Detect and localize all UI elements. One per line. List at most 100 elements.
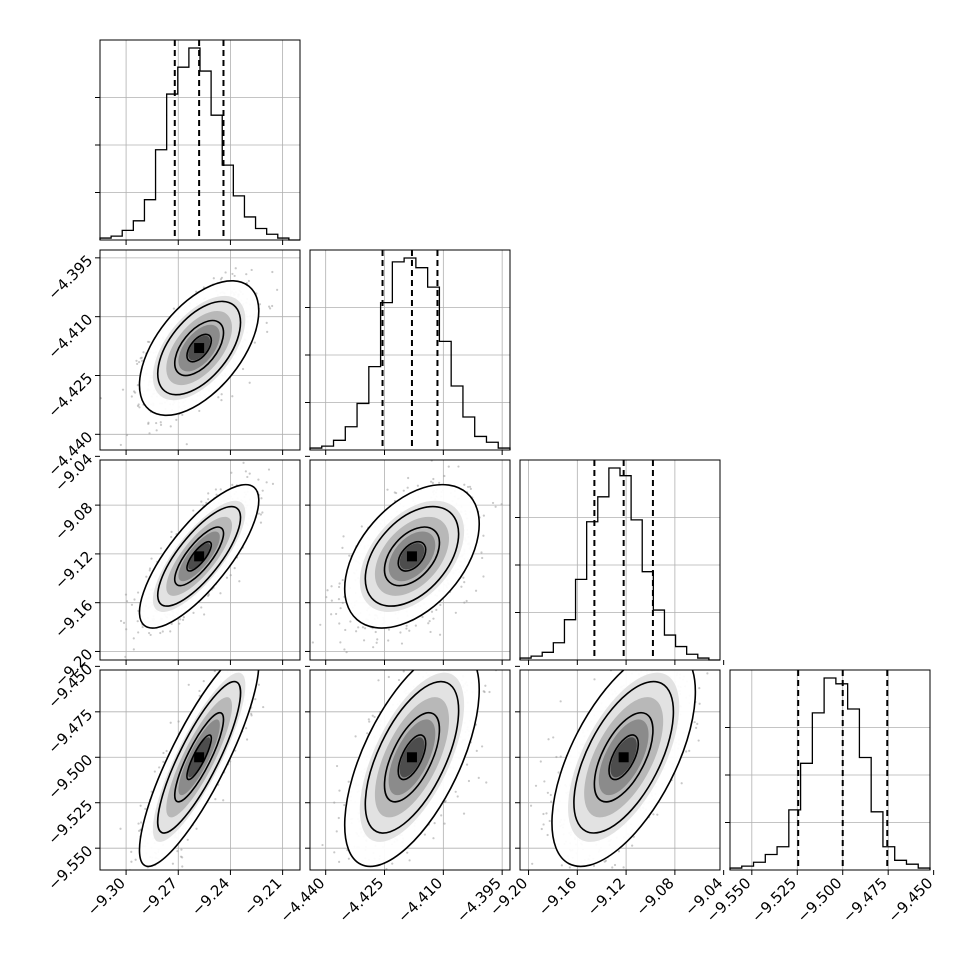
scatter-point xyxy=(215,493,218,496)
scatter-point xyxy=(192,611,195,614)
scatter-point xyxy=(181,413,184,417)
scatter-point xyxy=(355,630,358,633)
contour-line xyxy=(138,483,260,629)
hist-panel-2 xyxy=(515,459,725,665)
scatter-point xyxy=(432,617,435,620)
scatter-point xyxy=(231,395,234,398)
scatter-point xyxy=(399,631,402,634)
scatter-point xyxy=(337,598,341,601)
scatter-point xyxy=(195,290,198,293)
scatter-point xyxy=(407,476,410,480)
panel-frame xyxy=(309,459,511,661)
scatter-point xyxy=(179,618,182,621)
scatter-point xyxy=(229,574,232,577)
scatter-point xyxy=(491,501,495,505)
scatter-point xyxy=(408,629,411,632)
scatter-point xyxy=(463,483,466,486)
scatter-point xyxy=(341,578,344,582)
scatter-point xyxy=(341,601,344,604)
scatter-point xyxy=(124,593,128,596)
scatter-panel-3-0 xyxy=(95,665,301,876)
contour-line xyxy=(156,300,242,396)
scatter-point xyxy=(335,612,338,616)
scatter-point xyxy=(406,486,409,489)
density-peak xyxy=(194,343,205,354)
scatter-point xyxy=(169,425,172,428)
scatter-point xyxy=(231,483,234,486)
scatter-point xyxy=(148,340,151,344)
scatter-point xyxy=(133,598,136,601)
scatter-point xyxy=(248,472,251,475)
scatter-point xyxy=(400,642,404,645)
scatter-point xyxy=(205,501,208,504)
scatter-point xyxy=(136,404,140,408)
scatter-point xyxy=(431,481,434,484)
contour-line xyxy=(173,319,225,377)
histogram-2 xyxy=(519,467,720,661)
scatter-point xyxy=(233,274,236,278)
density-peak xyxy=(406,551,417,562)
scatter-point xyxy=(326,589,329,592)
panel-frame xyxy=(99,39,301,241)
scatter-point xyxy=(460,585,463,588)
scatter-point xyxy=(500,503,503,506)
scatter-point xyxy=(494,505,497,508)
scatter-point xyxy=(362,639,366,642)
scatter-point xyxy=(137,631,140,634)
scatter-point xyxy=(159,421,162,424)
scatter-point xyxy=(338,582,341,585)
scatter-point xyxy=(469,487,472,490)
scatter-point xyxy=(141,625,144,629)
scatter-point xyxy=(405,627,408,630)
scatter-point xyxy=(161,630,164,633)
scatter-point xyxy=(169,630,172,633)
scatter-point xyxy=(136,362,139,366)
contour-line xyxy=(397,540,427,572)
scatter-panel-1-0 xyxy=(95,249,301,455)
scatter-point xyxy=(339,641,342,644)
scatter-point xyxy=(343,648,346,651)
scatter-point xyxy=(357,626,360,629)
scatter-point xyxy=(230,471,233,474)
scatter-point xyxy=(482,514,485,517)
scatter-point xyxy=(172,307,176,310)
scatter-point xyxy=(361,626,365,629)
scatter-point xyxy=(253,341,256,344)
scatter-point xyxy=(141,874,143,876)
scatter-point xyxy=(220,399,223,402)
scatter-point xyxy=(257,478,260,481)
scatter-point xyxy=(372,646,375,649)
scatter-point xyxy=(428,620,431,623)
scatter-point xyxy=(466,485,470,489)
scatter-point xyxy=(395,491,398,495)
panel-content xyxy=(100,267,279,447)
scatter-point xyxy=(148,567,152,570)
scatter-point xyxy=(429,480,433,483)
scatter-point xyxy=(421,615,424,619)
scatter-point xyxy=(200,500,203,503)
scatter-point xyxy=(145,575,148,578)
scatter-point xyxy=(147,422,150,425)
scatter-point xyxy=(267,468,271,471)
scatter-point xyxy=(348,554,351,557)
scatter-point xyxy=(130,395,133,398)
panel-content xyxy=(119,670,265,876)
scatter-point xyxy=(345,651,348,654)
scatter-point xyxy=(241,367,245,371)
panel-content xyxy=(311,460,503,654)
y-tick-label: −9.12 xyxy=(51,548,96,593)
scatter-point xyxy=(375,641,378,644)
scatter-point xyxy=(374,630,377,634)
scatter-point xyxy=(178,622,181,625)
scatter-point xyxy=(136,384,139,387)
scatter-point xyxy=(155,429,158,432)
scatter-point xyxy=(135,359,138,362)
scatter-point xyxy=(182,618,185,621)
scatter-point xyxy=(330,599,333,602)
y-tick-label: −4.395 xyxy=(44,251,96,303)
scatter-panel-2-1 xyxy=(305,455,511,665)
scatter-point xyxy=(137,360,141,364)
scatter-point xyxy=(233,566,236,570)
scatter-point xyxy=(142,351,145,354)
